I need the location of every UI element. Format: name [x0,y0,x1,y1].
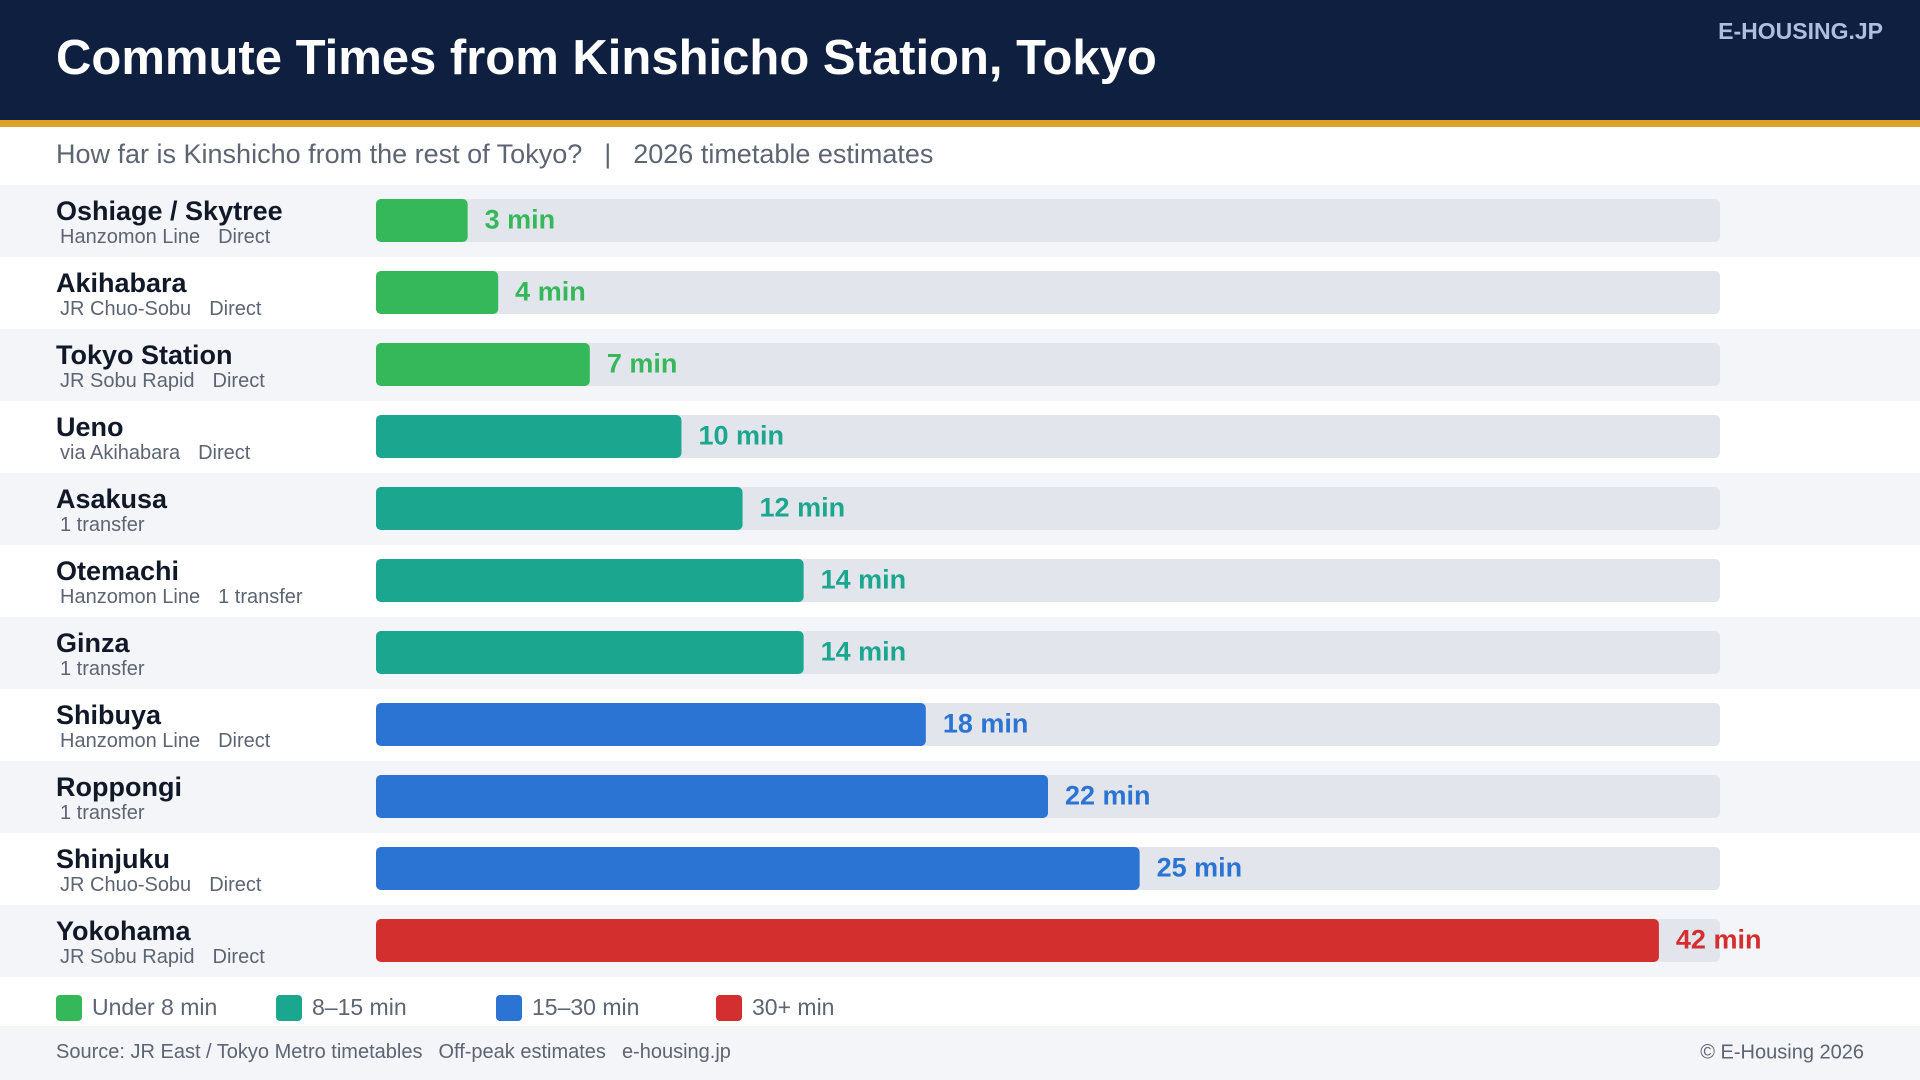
legend-swatch [716,995,742,1021]
detail-part: Direct [209,874,262,896]
bar [376,919,1659,962]
category-label: Shibuya [56,700,162,730]
value-label: 14 min [821,637,907,667]
detail-part: Direct [218,226,271,248]
value-label: 7 min [607,349,678,379]
category-detail: JR Sobu Rapid Direct [60,946,265,968]
category-detail: JR Sobu Rapid Direct [60,370,265,392]
detail-part: 1 transfer [60,514,145,536]
value-label: 25 min [1157,853,1243,883]
bar-track [376,271,1720,314]
detail-part: JR Sobu Rapid [60,946,195,968]
subtitle-separator: | [604,139,611,169]
detail-part: 1 transfer [60,658,145,680]
bar [376,199,468,242]
detail-part: JR Chuo-Sobu [60,874,191,896]
value-label: 42 min [1676,925,1762,955]
category-label: Tokyo Station [56,340,233,370]
header-band [0,0,1920,120]
footer-source: Source: JR East / Tokyo Metro timetables… [56,1041,731,1063]
bar [376,703,926,746]
category-detail: Hanzomon Line Direct [60,730,271,752]
legend-swatch [56,995,82,1021]
brand: E-HOUSING.JP [1718,18,1883,44]
legend-label: 15–30 min [532,994,639,1020]
detail-part: Direct [213,370,266,392]
legend-swatch [496,995,522,1021]
category-detail: via Akihabara Direct [60,442,251,464]
bar [376,415,682,458]
footer-band [0,1026,1920,1080]
value-label: 3 min [485,205,556,235]
detail-part: JR Sobu Rapid [60,370,195,392]
bar-track [376,415,1720,458]
detail-part: Direct [218,730,271,752]
chart-title: Commute Times from Kinshicho Station, To… [56,31,1157,85]
source: Source: JR East / Tokyo Metro timetables [56,1041,422,1063]
category-detail: 1 transfer [60,514,145,536]
bar [376,631,804,674]
category-label: Yokohama [56,916,192,946]
detail-part: Direct [209,298,262,320]
detail-part: Hanzomon Line [60,730,200,752]
source: e-housing.jp [622,1041,731,1063]
category-detail: JR Chuo-Sobu Direct [60,298,262,320]
legend-label: Under 8 min [92,994,217,1020]
category-label: Asakusa [56,484,168,514]
subtitle-text: 2026 timetable estimates [633,139,933,169]
category-detail: JR Chuo-Sobu Direct [60,874,262,896]
detail-part: 1 transfer [218,586,303,608]
category-detail: Hanzomon Line Direct [60,226,271,248]
bar [376,559,804,602]
bar [376,847,1140,890]
value-label: 12 min [760,493,846,523]
category-label: Akihabara [56,268,188,298]
subtitle: How far is Kinshicho from the rest of To… [56,139,933,169]
bar [376,775,1048,818]
legend-label: 30+ min [752,994,834,1020]
source: Off-peak estimates [438,1041,605,1063]
legend-label: 8–15 min [312,994,407,1020]
bar-track [376,199,1720,242]
value-label: 18 min [943,709,1029,739]
detail-part: Hanzomon Line [60,226,200,248]
category-label: Otemachi [56,556,179,586]
category-label: Roppongi [56,772,182,802]
value-label: 4 min [515,277,586,307]
value-label: 10 min [698,421,784,451]
detail-part: Direct [198,442,251,464]
category-label: Shinjuku [56,844,170,874]
detail-part: Hanzomon Line [60,586,200,608]
bar [376,271,499,314]
bar-track [376,343,1720,386]
legend-swatch [276,995,302,1021]
category-label: Oshiage / Skytree [56,196,283,226]
category-label: Ginza [56,628,130,658]
detail-part: JR Chuo-Sobu [60,298,191,320]
detail-part: 1 transfer [60,802,145,824]
copyright: © E-Housing 2026 [1700,1041,1864,1063]
value-label: 14 min [821,565,907,595]
category-detail: Hanzomon Line 1 transfer [60,586,303,608]
header-rule [0,120,1920,127]
category-label: Ueno [56,412,124,442]
category-detail: 1 transfer [60,802,145,824]
subtitle-text: How far is Kinshicho from the rest of To… [56,139,582,169]
bar [376,343,590,386]
detail-part: Direct [213,946,266,968]
bar [376,487,743,530]
category-detail: 1 transfer [60,658,145,680]
value-label: 22 min [1065,781,1151,811]
detail-part: via Akihabara [60,442,181,464]
